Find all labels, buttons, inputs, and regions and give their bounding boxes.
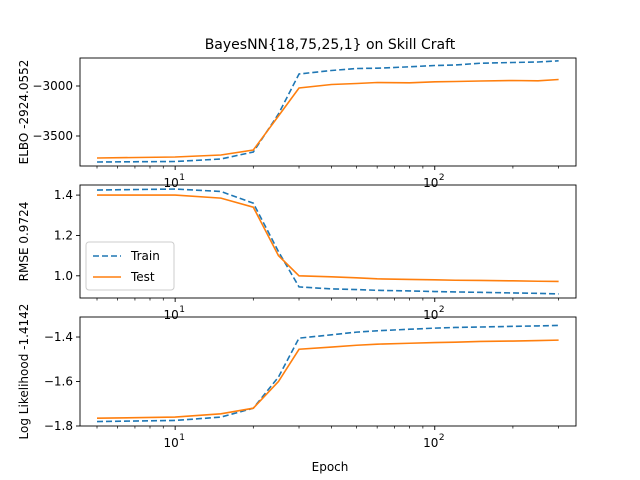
x-tick-label: 10: [164, 308, 179, 322]
x-axis-label: Epoch: [312, 460, 349, 474]
axes-frame: [79, 184, 577, 299]
legend: Train Test: [85, 241, 175, 291]
legend-frame: [85, 241, 175, 291]
series-line-test: [97, 194, 559, 283]
x-tick-label: 10: [423, 436, 438, 450]
y-tick-label: −3000: [32, 79, 73, 93]
y-axis-label: ELBO -2924.0552: [17, 60, 31, 165]
axes-frame: [79, 57, 577, 167]
x-tick-label-exponent: 2: [439, 173, 445, 183]
y-tick-label: 1.0: [54, 269, 73, 283]
legend-label-train: Train: [130, 249, 160, 263]
y-axis-label: Log Likelihood -1.4142: [17, 304, 31, 440]
x-tick-label-exponent: 2: [439, 433, 445, 443]
legend-label-test: Test: [130, 270, 155, 284]
series-line-train: [96, 324, 559, 423]
x-tick-label: 10: [423, 176, 438, 190]
y-tick-label: 1.2: [54, 228, 73, 242]
y-tick-label: 1.4: [54, 188, 73, 202]
series-line-train: [96, 188, 559, 295]
series-line-train: [96, 60, 559, 163]
y-tick-label: −3500: [32, 129, 73, 143]
series-line-test: [96, 339, 559, 420]
x-tick-label: 10: [164, 436, 179, 450]
x-tick-label: 10: [423, 308, 438, 322]
x-tick-label-exponent: 1: [179, 173, 185, 183]
y-tick-label: −1.4: [44, 330, 73, 344]
y-axis-label: RMSE 0.9724: [17, 202, 31, 282]
y-tick-label: −1.6: [44, 375, 73, 389]
x-tick-label-exponent: 1: [179, 305, 185, 315]
chart-title: BayesNN{18,75,25,1} on Skill Craft: [205, 37, 456, 53]
x-tick-label-exponent: 1: [179, 433, 185, 443]
y-tick-label: −1.8: [44, 419, 73, 433]
axes-frame: [79, 316, 577, 427]
x-tick-label: 10: [164, 176, 179, 190]
series-line-test: [96, 78, 559, 159]
x-tick-label-exponent: 2: [439, 305, 445, 315]
